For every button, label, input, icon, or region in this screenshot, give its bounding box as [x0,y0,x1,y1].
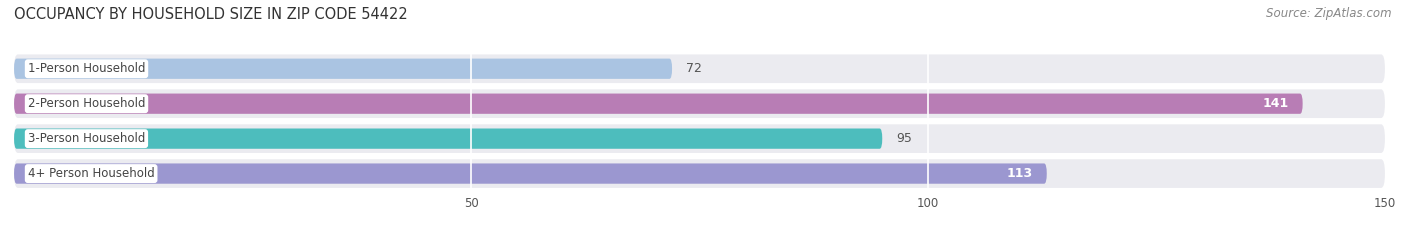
FancyBboxPatch shape [14,55,1385,83]
FancyBboxPatch shape [14,164,1046,184]
Text: 72: 72 [686,62,702,75]
Text: 95: 95 [896,132,912,145]
FancyBboxPatch shape [14,93,1303,114]
Text: 113: 113 [1007,167,1033,180]
Text: 4+ Person Household: 4+ Person Household [28,167,155,180]
Text: 3-Person Household: 3-Person Household [28,132,145,145]
Text: OCCUPANCY BY HOUSEHOLD SIZE IN ZIP CODE 54422: OCCUPANCY BY HOUSEHOLD SIZE IN ZIP CODE … [14,7,408,22]
FancyBboxPatch shape [14,59,672,79]
FancyBboxPatch shape [14,124,1385,153]
FancyBboxPatch shape [14,129,883,149]
Text: 141: 141 [1263,97,1289,110]
Text: 1-Person Household: 1-Person Household [28,62,145,75]
Text: 2-Person Household: 2-Person Household [28,97,145,110]
Text: Source: ZipAtlas.com: Source: ZipAtlas.com [1267,7,1392,20]
FancyBboxPatch shape [14,159,1385,188]
FancyBboxPatch shape [14,89,1385,118]
